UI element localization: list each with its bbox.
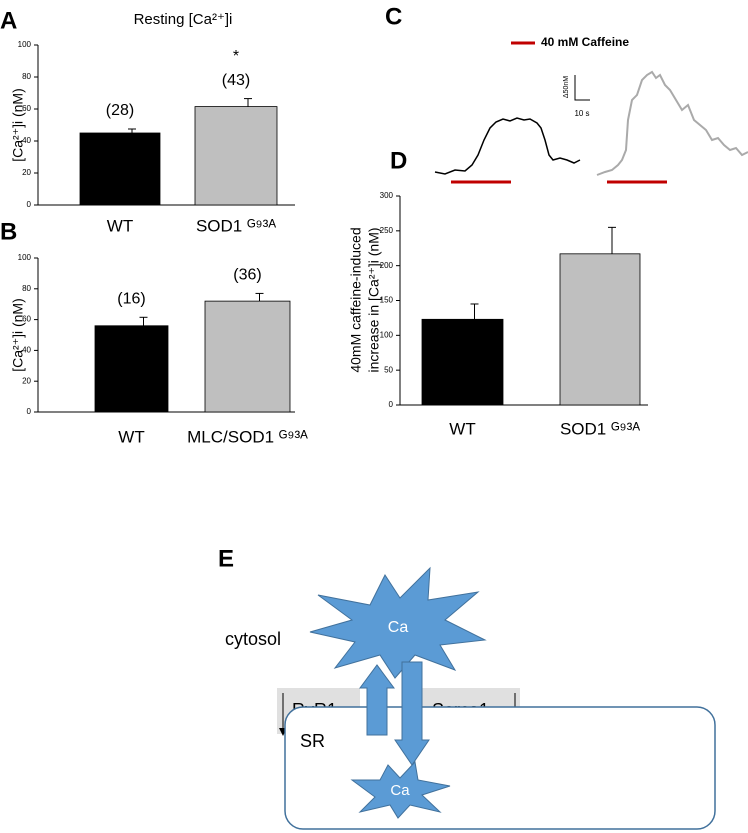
bar: [194, 106, 278, 206]
legend-label: 40 mM Caffeine: [541, 35, 629, 49]
sr-compartment: [284, 706, 716, 830]
y-tick-label: 100: [18, 253, 32, 262]
panel-letter: E: [218, 545, 234, 572]
bar: [79, 132, 161, 206]
bar: [94, 325, 169, 413]
y-tick-label: 60: [22, 104, 31, 113]
bar: [559, 253, 641, 406]
trace: [596, 70, 748, 176]
ca-star: [350, 760, 451, 819]
y-tick-label: 100: [18, 40, 32, 49]
y-tick-label: 0: [27, 200, 32, 209]
bar: [204, 300, 291, 413]
compartment-label: SR: [300, 731, 325, 751]
y-tick-label: 300: [380, 191, 394, 200]
y-tick-label: 80: [22, 72, 31, 81]
y-tick-label: 50: [384, 365, 393, 374]
scale-label: 10 s: [574, 109, 589, 118]
compartment-label: cytosol: [225, 629, 281, 649]
chart-title: Resting [Ca²⁺]i: [134, 11, 233, 28]
y-tick-label: 0: [389, 400, 394, 409]
y-tick-label: 80: [22, 284, 31, 293]
y-tick-label: 150: [380, 296, 394, 305]
n-label: (43): [222, 72, 250, 89]
bar: [421, 318, 504, 406]
panel-letter: B: [0, 218, 17, 245]
uptake-arrow: [394, 661, 430, 766]
x-tick-label: WT: [118, 427, 144, 446]
y-tick-label: 200: [380, 261, 394, 270]
significance-label: *: [233, 48, 239, 65]
x-tick-label: SOD1 ᴳ⁹³ᴬ: [196, 216, 276, 235]
ca-label: Ca: [388, 619, 409, 636]
y-axis-label: [Ca²⁺]i (nM): [10, 298, 26, 372]
y-tick-label: 40: [22, 346, 31, 355]
y-axis-label: increase in [Ca²⁺]i (nM): [366, 227, 382, 372]
scale-label: Δ50nM: [563, 76, 570, 98]
n-label: (16): [117, 291, 145, 308]
y-tick-label: 60: [22, 315, 31, 324]
y-tick-label: 100: [380, 330, 394, 339]
n-label: (36): [233, 267, 261, 284]
ca-star: [309, 566, 487, 679]
trace: [434, 117, 581, 175]
y-tick-label: 20: [22, 168, 31, 177]
y-tick-label: 0: [27, 407, 32, 416]
x-tick-label: MLC/SOD1 ᴳ⁹³ᴬ: [187, 427, 308, 446]
y-axis-label: [Ca²⁺]i (nM): [10, 88, 26, 162]
x-tick-label: SOD1 ᴳ⁹³ᴬ: [560, 419, 640, 438]
panel-letter: A: [0, 7, 17, 34]
panel-letter: D: [390, 147, 407, 174]
y-tick-label: 20: [22, 376, 31, 385]
n-label: (28): [106, 102, 134, 119]
panel-letter: C: [385, 3, 402, 30]
y-axis-label: 40mM caffeine-induced: [348, 227, 364, 372]
x-tick-label: WT: [449, 419, 475, 438]
ca-label: Ca: [390, 782, 410, 799]
y-tick-label: 40: [22, 136, 31, 145]
y-tick-label: 250: [380, 226, 394, 235]
release-arrow: [359, 664, 395, 736]
x-tick-label: WT: [107, 216, 133, 235]
scale-bar: [574, 75, 590, 101]
